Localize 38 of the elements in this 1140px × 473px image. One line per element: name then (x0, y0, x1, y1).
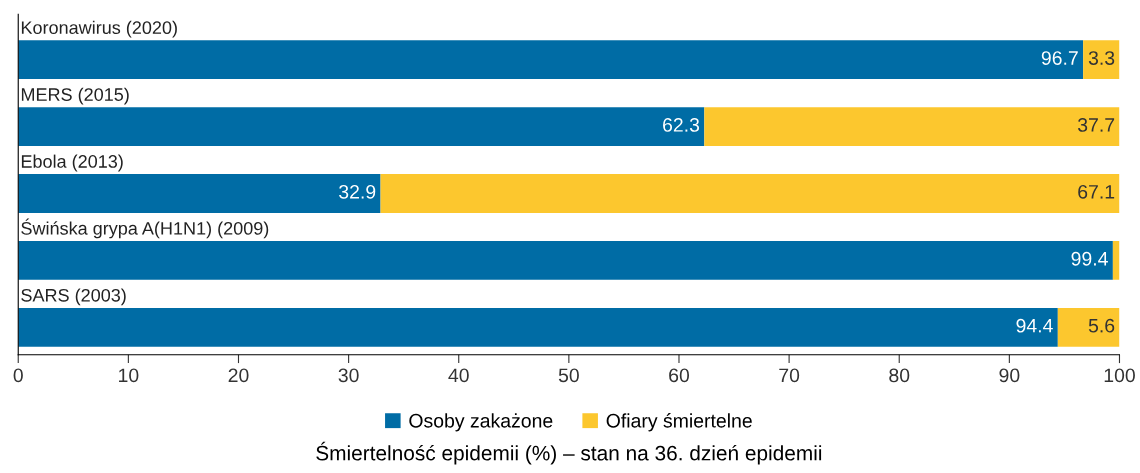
x-tick-label: 90 (999, 368, 1020, 383)
bar (704, 107, 1120, 146)
y-tick-label: Świńska grypa A(H1N1) (2009) (21, 218, 269, 239)
legend-label: Osoby zakażone (409, 413, 553, 432)
x-axis-title: Śmiertelność epidemii (%) – stan na 36. dzień epidemii (316, 441, 822, 465)
y-tick-label: MERS (2015) (21, 87, 129, 105)
data-label: 3.3 (1088, 51, 1115, 65)
data-label: 62.3 (663, 118, 700, 132)
x-tick-label: 70 (779, 368, 800, 383)
bar (18, 40, 1084, 80)
data-label: 94.4 (1016, 318, 1053, 333)
data-label: 96.7 (1041, 51, 1078, 65)
x-tick-label: 60 (669, 368, 690, 383)
x-tick-label: 10 (119, 368, 139, 383)
legend-label: Ofiary śmiertelne (606, 413, 752, 432)
x-tick-label: 50 (558, 368, 579, 383)
bar (18, 174, 381, 213)
x-tick-label: 100 (1104, 368, 1135, 383)
x-tick-label: 80 (889, 368, 910, 383)
y-tick-label: Ebola (2013) (21, 154, 123, 172)
bar (1083, 40, 1120, 80)
bar (18, 307, 1058, 347)
x-tick-label: 0 (13, 368, 23, 383)
bar (1057, 307, 1120, 347)
data-label: 37.7 (1077, 118, 1115, 132)
x-tick-label: 30 (338, 368, 359, 383)
data-label: 67.1 (1078, 184, 1115, 199)
y-tick-label: SARS (2003) (21, 288, 126, 306)
bar (18, 107, 705, 146)
data-label: 32.9 (339, 184, 376, 199)
y-tick-label: Koronawirus (2020) (21, 20, 177, 38)
bar (18, 241, 1113, 280)
data-label: 99.4 (1071, 251, 1108, 266)
bar (380, 174, 1120, 213)
x-tick-label: 40 (448, 368, 469, 383)
bar (1112, 241, 1120, 280)
x-tick-label: 20 (228, 368, 249, 383)
data-label: 5.6 (1088, 318, 1115, 333)
